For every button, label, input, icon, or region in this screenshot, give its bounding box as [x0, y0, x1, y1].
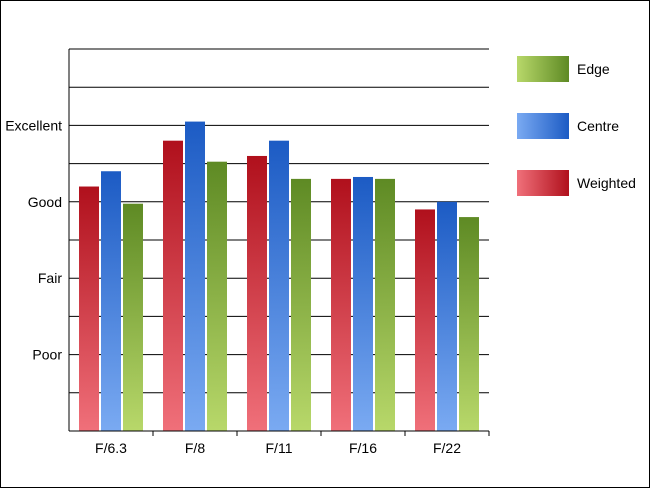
bar-centre-f63	[101, 171, 121, 432]
bar-weighted-f16	[331, 178, 351, 431]
x-tick-label: F/16	[349, 440, 377, 456]
bar-weighted-f11	[247, 155, 267, 431]
bar-centre-f8	[185, 121, 205, 431]
bar-edge-f16	[375, 178, 395, 431]
bar-centre-f16	[353, 176, 373, 431]
bar-edge-f63	[123, 203, 143, 431]
bars	[79, 121, 479, 432]
x-tick-label: F/6.3	[95, 440, 127, 456]
bar-edge-f22	[459, 217, 479, 431]
y-tick-label: Good	[28, 194, 62, 210]
axes	[68, 49, 490, 436]
y-tick-label: Fair	[38, 270, 62, 286]
legend: Edge Centre Weighted	[517, 56, 636, 196]
legend-label-centre: Centre	[577, 118, 619, 134]
legend-label-edge: Edge	[577, 61, 610, 77]
legend-swatch-edge	[517, 56, 569, 82]
bar-centre-f22	[437, 201, 457, 431]
y-tick-label: Excellent	[5, 117, 62, 133]
x-tick-label: F/8	[185, 440, 205, 456]
legend-label-weighted: Weighted	[577, 175, 636, 191]
bar-centre-f11	[269, 140, 289, 431]
y-tick-labels: Poor Fair Good Excellent	[5, 117, 62, 362]
legend-swatch-weighted	[517, 170, 569, 196]
bar-weighted-f22	[415, 209, 435, 431]
bar-weighted-f63	[79, 186, 99, 431]
legend-swatch-centre	[517, 113, 569, 139]
y-tick-label: Poor	[32, 347, 62, 363]
bar-edge-f11	[291, 178, 311, 431]
x-tick-label: F/22	[433, 440, 461, 456]
x-tick-labels: F/6.3 F/8 F/11 F/16 F/22	[95, 440, 461, 456]
bar-edge-f8	[207, 161, 227, 431]
bar-weighted-f8	[163, 140, 183, 431]
x-tick-label: F/11	[266, 440, 293, 456]
